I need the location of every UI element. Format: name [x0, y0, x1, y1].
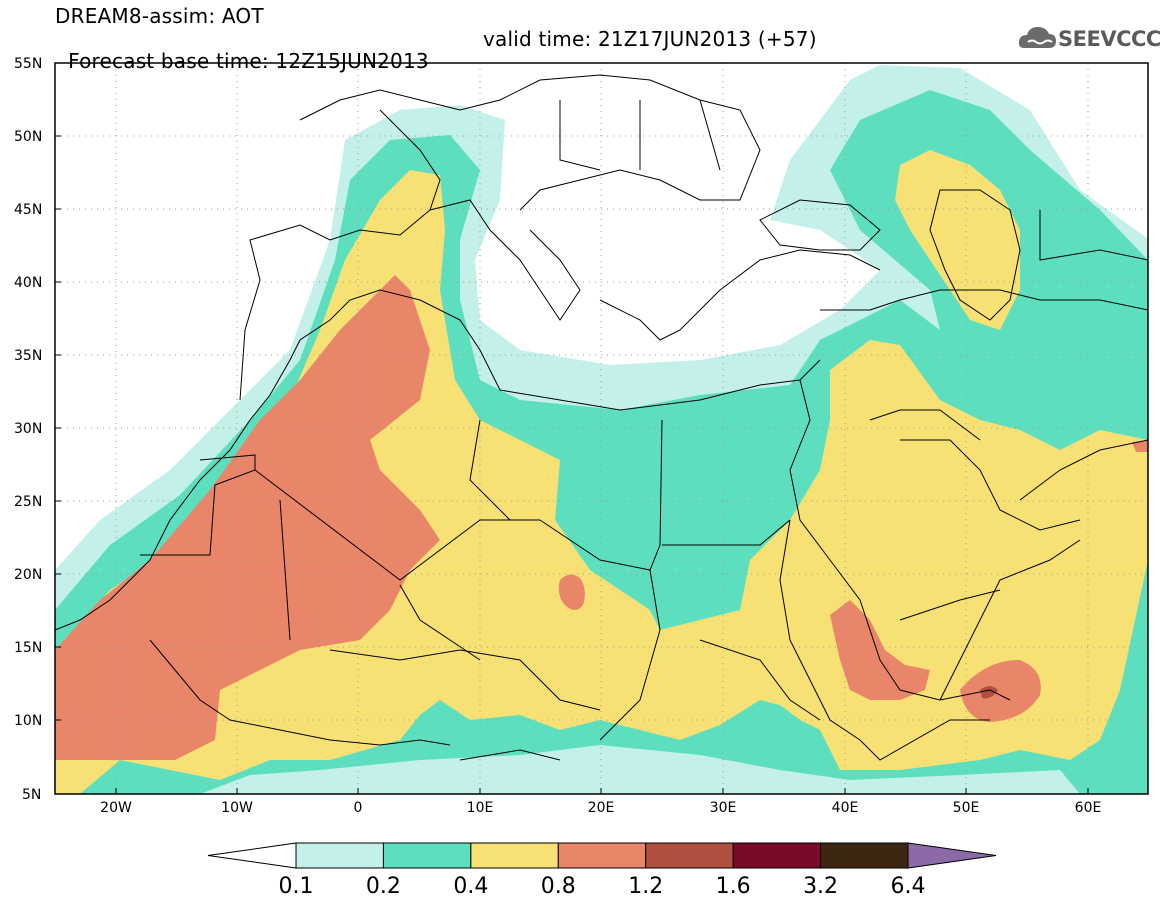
lon-label: 50E	[953, 800, 980, 816]
longitude-labels: 20W 10W 0 10E 20E 30E 40E 50E 60E	[100, 800, 1101, 816]
graticule	[55, 63, 1148, 794]
aot-contour-0.8-arabia	[960, 660, 1041, 722]
aot-contour-0.8-sudan	[558, 574, 585, 610]
lat-label: 50N	[14, 129, 42, 145]
aot-contour-0.4-caspian	[895, 150, 1020, 330]
lat-label: 55N	[14, 56, 42, 72]
valid-time: valid time: 21Z17JUN2013 (+57)	[483, 27, 817, 51]
aot-contour-1.2-arabia	[980, 686, 998, 699]
lat-label: 40N	[14, 275, 42, 291]
aot-contour-0.8	[55, 275, 440, 760]
base-time: Forecast base time: 12Z15JUN2013	[68, 49, 429, 73]
lat-label: 10N	[14, 713, 42, 729]
lat-label: 25N	[14, 494, 42, 510]
map-title: DREAM8-assim: AOT	[55, 4, 264, 28]
lon-label: 20W	[100, 800, 132, 816]
latitude-labels: 55N 50N 45N 40N 35N 30N 25N 20N 15N 10N …	[14, 56, 42, 803]
lat-label: 5N	[22, 787, 41, 803]
lat-label: 15N	[14, 640, 42, 656]
lat-label: 35N	[14, 348, 42, 364]
lon-label: 30E	[710, 800, 737, 816]
cloud-icon	[1018, 27, 1056, 48]
logo-text: SEEVCCC	[1058, 27, 1161, 51]
lon-label: 10W	[221, 800, 253, 816]
coastlines	[55, 74, 1148, 761]
lon-label: 20E	[588, 800, 615, 816]
lat-label: 20N	[14, 567, 42, 583]
lon-label: 60E	[1075, 800, 1102, 816]
lon-label: 10E	[467, 800, 494, 816]
lon-label: 40E	[832, 800, 859, 816]
lon-label: 0	[354, 800, 363, 816]
lat-label: 45N	[14, 202, 42, 218]
forecast-times: Forecast base time: 12Z15JUN2013 valid ti…	[55, 28, 816, 73]
aot-contour-0.8-redsea	[830, 600, 930, 700]
lat-label: 30N	[14, 421, 42, 437]
